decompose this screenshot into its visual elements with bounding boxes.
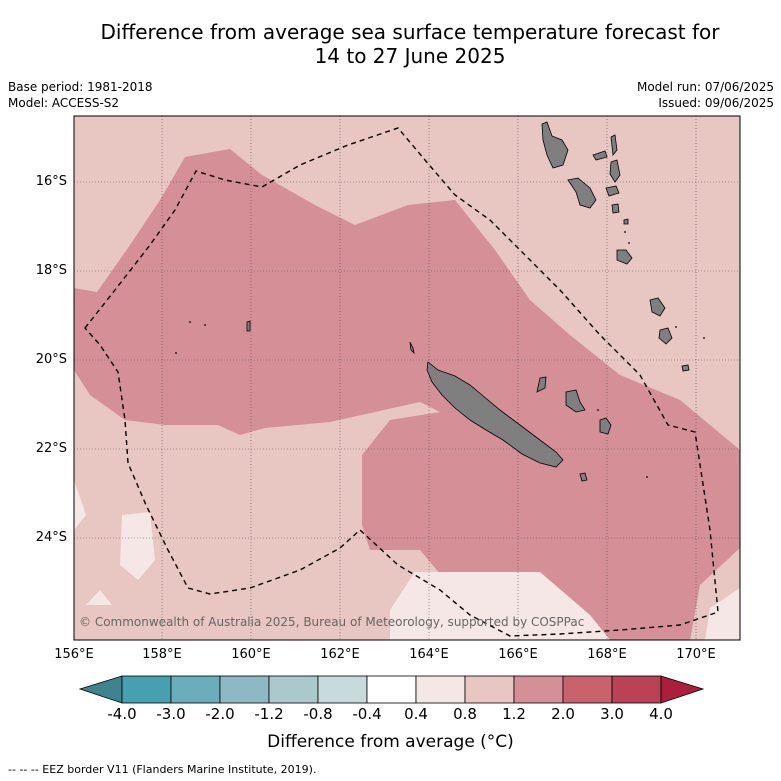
lon-label: 162°E — [320, 647, 360, 662]
new-caledonia-island — [426, 361, 564, 468]
anomaly-band-1.2-2.0 — [74, 149, 740, 640]
colorbar-tick-label: -0.4 — [352, 705, 382, 723]
map-title-line1: Difference from average sea surface temp… — [100, 20, 720, 44]
colorbar-under-triangle — [78, 675, 123, 704]
colorbar-tick-label: -0.8 — [303, 705, 333, 723]
colorbar-segment — [513, 675, 564, 704]
colorbar-tick-label: -3.0 — [156, 705, 186, 723]
anomaly-band-0.4-0.8 — [390, 572, 610, 640]
lon-label: 156°E — [54, 647, 94, 662]
colorbar-tick-label: 1.2 — [502, 705, 526, 723]
lat-label: 24°S — [35, 530, 67, 545]
colorbar-segment — [317, 675, 368, 704]
anomaly-band-0.4-0.8 — [86, 590, 112, 605]
colorbar-tick-label: -2.0 — [205, 705, 235, 723]
model-run: Model run: 07/06/2025 — [636, 80, 774, 94]
colorbar-segment — [611, 675, 662, 704]
anomaly-band-0.4-0.8 — [120, 512, 155, 580]
colorbar-segment — [121, 675, 172, 704]
lon-label: 160°E — [231, 647, 271, 662]
lat-label: 22°S — [35, 441, 67, 456]
lat-label: 20°S — [35, 352, 67, 367]
colorbar-segment — [464, 675, 515, 704]
colorbar-tick-label: 0.8 — [453, 705, 477, 723]
colorbar-segment — [219, 675, 270, 704]
map-title-line2: 14 to 27 June 2025 — [314, 44, 506, 68]
colorbar-segment — [366, 675, 417, 704]
colorbar-segment — [415, 675, 466, 704]
base-period: Base period: 1981-2018 — [8, 80, 153, 94]
eez-border — [84, 127, 719, 637]
lat-label: 18°S — [35, 263, 67, 278]
small-islets — [175, 231, 705, 478]
colorbar-segment — [170, 675, 221, 704]
copyright-credit: © Commonwealth of Australia 2025, Bureau… — [79, 615, 585, 629]
lon-label: 158°E — [142, 647, 182, 662]
colorbar-tick-label: 3.0 — [600, 705, 624, 723]
colorbar-over-triangle — [660, 675, 705, 704]
lon-label: 170°E — [676, 647, 716, 662]
anomaly-band-0.4-0.8 — [705, 588, 740, 640]
anomaly-band-0.4-0.8 — [74, 480, 86, 530]
colorbar-segment — [562, 675, 613, 704]
lon-label: 164°E — [409, 647, 449, 662]
colorbar — [78, 675, 705, 704]
lat-label: 16°S — [35, 174, 67, 189]
colorbar-tick-label: 0.4 — [404, 705, 428, 723]
issued-date: Issued: 09/06/2025 — [658, 96, 774, 110]
colorbar-title: Difference from average (°C) — [267, 732, 514, 752]
colorbar-tick-label: -1.2 — [254, 705, 284, 723]
land — [246, 121, 690, 482]
colorbar-segment — [268, 675, 319, 704]
eez-legend-footnote: -- -- -- EEZ border V11 (Flanders Marine… — [8, 763, 317, 776]
colorbar-tick-label: 2.0 — [551, 705, 575, 723]
graticule — [74, 116, 740, 640]
model-name: Model: ACCESS-S2 — [8, 96, 120, 110]
lon-label: 168°E — [587, 647, 627, 662]
colorbar-tick-label: -4.0 — [107, 705, 137, 723]
colorbar-tick-label: 4.0 — [649, 705, 673, 723]
map-frame — [73, 115, 741, 641]
lon-label: 166°E — [498, 647, 538, 662]
